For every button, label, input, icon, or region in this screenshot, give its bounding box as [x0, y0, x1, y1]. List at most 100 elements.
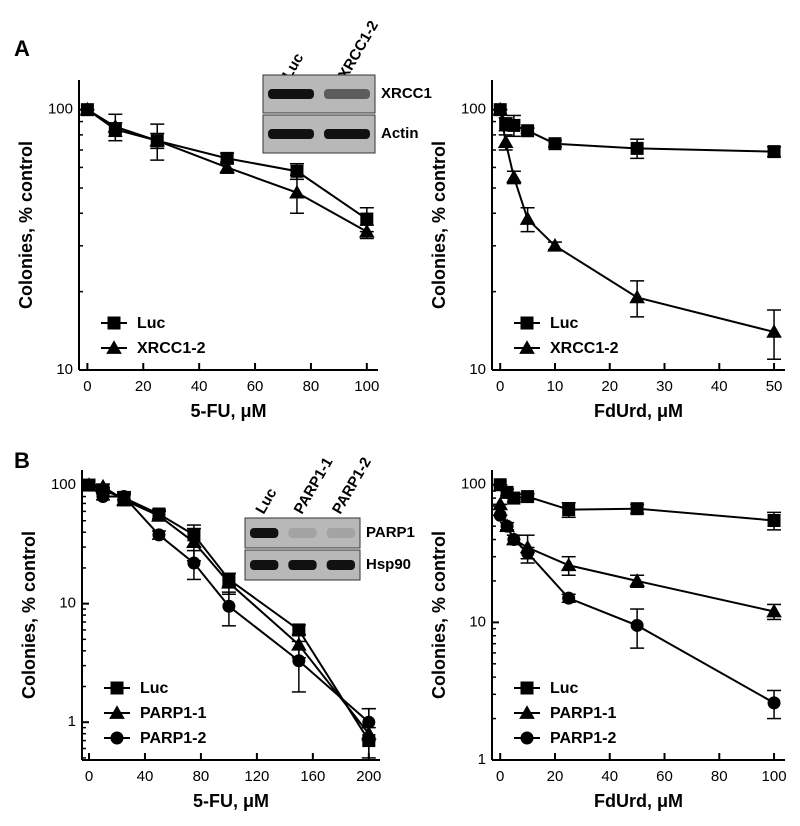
data-point: [547, 237, 563, 252]
x-tick-label: 200: [356, 768, 381, 785]
data-point: [630, 618, 644, 632]
legend-marker: [519, 340, 535, 354]
data-point: [221, 574, 237, 589]
blot-row-label: XRCC1: [381, 85, 432, 102]
legend-label: Luc: [550, 315, 579, 332]
blot-band: [324, 129, 370, 139]
x-tick-label: 80: [193, 768, 210, 785]
x-tick-label: 0: [85, 768, 93, 785]
x-tick-label: 80: [711, 768, 728, 785]
panel-label: A: [14, 36, 30, 61]
data-point: [562, 591, 576, 605]
x-tick-label: 40: [711, 378, 728, 395]
data-point: [492, 496, 509, 511]
x-axis-title: FdUrd, μM: [594, 401, 683, 421]
legend-label: PARP1-1: [550, 705, 616, 722]
data-point: [767, 513, 781, 527]
data-point: [766, 324, 782, 338]
series-line: [499, 504, 775, 613]
data-point: [629, 289, 645, 304]
x-tick-label: 0: [496, 768, 504, 785]
data-point: [96, 490, 110, 504]
legend-label: XRCC1-2: [137, 340, 206, 357]
legend-marker: [109, 705, 125, 719]
legend-marker: [107, 316, 121, 330]
data-point: [767, 696, 781, 710]
data-point: [117, 490, 131, 504]
legend-marker: [520, 681, 534, 695]
y-axis-title: Colonies, % control: [429, 531, 449, 699]
blot-row-label: PARP1: [366, 524, 415, 541]
x-tick-label: 60: [247, 378, 264, 395]
legend-label: PARP1-1: [140, 705, 206, 722]
x-tick-label: 40: [137, 768, 154, 785]
blot-band: [288, 560, 317, 570]
y-axis-title: Colonies, % control: [16, 141, 36, 309]
x-tick-label: 100: [354, 378, 379, 395]
data-point: [521, 546, 535, 560]
y-tick-label: 10: [59, 595, 76, 612]
series-line: [86, 108, 368, 233]
data-point: [507, 491, 521, 505]
x-tick-label: 120: [244, 768, 269, 785]
legend-marker: [520, 731, 534, 745]
data-point: [107, 118, 124, 133]
data-point: [359, 223, 375, 238]
blot-band: [324, 89, 370, 99]
y-tick-label: 100: [461, 101, 486, 118]
data-point: [497, 134, 514, 149]
data-point: [151, 508, 167, 522]
x-tick-label: 0: [496, 378, 504, 395]
blot-band: [268, 89, 314, 99]
blot-band: [326, 560, 355, 570]
x-tick-label: 60: [656, 768, 673, 785]
legend-label: PARP1-2: [140, 730, 206, 747]
data-point: [493, 508, 507, 522]
legend-marker: [110, 681, 124, 695]
x-tick-label: 20: [547, 768, 564, 785]
data-point: [152, 528, 166, 542]
blot-lane-label: Luc: [252, 485, 280, 517]
x-tick-label: 10: [547, 378, 564, 395]
legend-label: PARP1-2: [550, 730, 616, 747]
x-tick-label: 0: [83, 378, 91, 395]
legend-marker: [106, 340, 122, 354]
data-point: [560, 557, 577, 572]
blot-band: [268, 129, 314, 139]
data-point: [500, 519, 514, 533]
data-point: [95, 478, 111, 493]
x-axis-title: FdUrd, μM: [594, 791, 683, 811]
x-tick-label: 160: [300, 768, 325, 785]
y-axis-title: Colonies, % control: [429, 141, 449, 309]
legend-label: Luc: [137, 315, 166, 332]
blot-row-label: Actin: [381, 125, 419, 142]
y-tick-label: 1: [478, 751, 486, 768]
y-tick-label: 100: [461, 476, 486, 493]
data-point: [222, 599, 236, 613]
legend-marker: [110, 731, 124, 745]
data-point: [562, 503, 576, 517]
y-tick-label: 100: [51, 476, 76, 493]
data-point: [766, 603, 782, 618]
panel-label: B: [14, 448, 30, 473]
x-tick-label: 40: [191, 378, 208, 395]
data-point: [360, 212, 374, 226]
data-point: [292, 654, 306, 668]
legend-label: Luc: [550, 680, 579, 697]
data-point: [630, 502, 644, 516]
blot-band: [250, 560, 279, 570]
blot-row-label: Hsp90: [366, 556, 411, 573]
y-axis-title: Colonies, % control: [19, 531, 39, 699]
data-point: [289, 184, 305, 199]
x-tick-label: 100: [762, 768, 787, 785]
y-tick-label: 10: [469, 361, 486, 378]
blot-band: [288, 528, 317, 538]
data-point: [519, 211, 536, 225]
legend-marker: [519, 705, 535, 719]
x-tick-label: 20: [601, 378, 618, 395]
data-point: [186, 534, 202, 549]
x-tick-label: 40: [601, 768, 618, 785]
data-point: [219, 159, 235, 174]
x-tick-label: 50: [766, 378, 783, 395]
data-point: [521, 124, 535, 138]
